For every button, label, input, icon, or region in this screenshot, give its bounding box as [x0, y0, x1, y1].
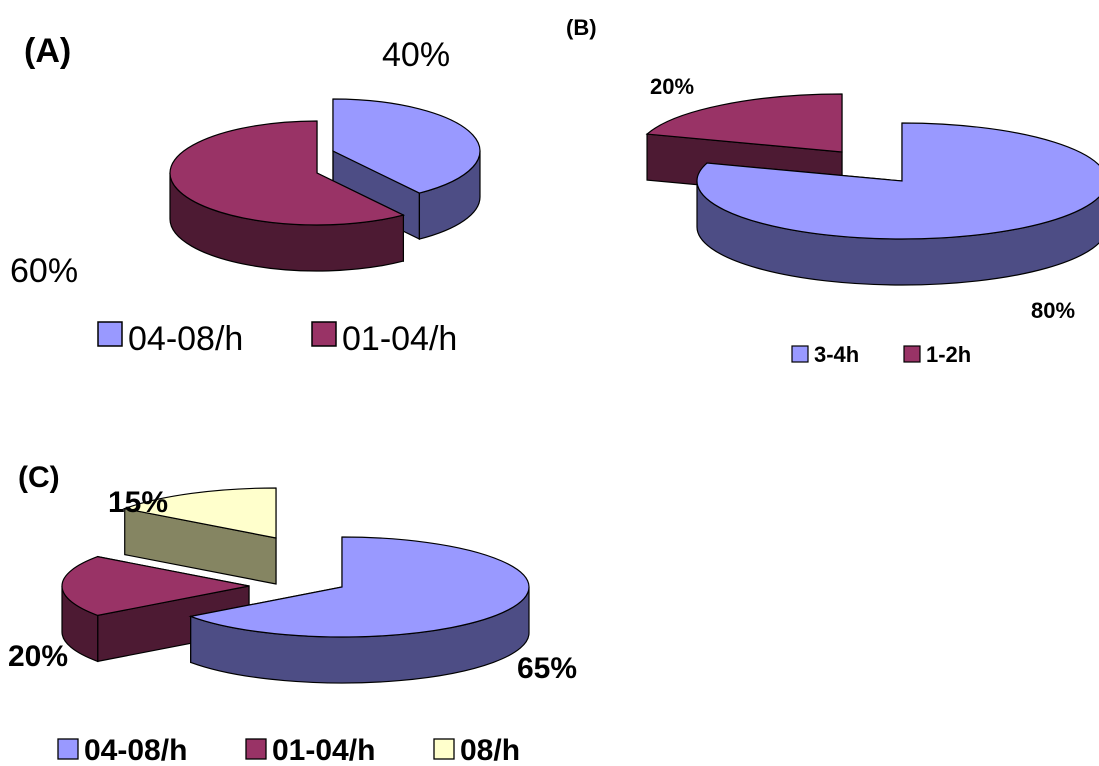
slice-top	[61, 555, 250, 617]
legend-label-a-1: 01-04/h	[342, 320, 457, 358]
legend-b: 3-4h 1-2h	[791, 342, 971, 367]
pie-a	[169, 98, 481, 272]
slice-top	[696, 122, 1099, 240]
slice-top	[332, 98, 481, 194]
data-label-c-0: 65%	[517, 652, 577, 685]
data-label-c-1: 20%	[8, 640, 68, 673]
data-label-a-0: 40%	[382, 36, 450, 74]
chart-c: (C) 65% 20% 15% 04-08/h 01-04/h 08/h	[8, 461, 577, 766]
legend-label-b-1: 1-2h	[926, 342, 971, 367]
slice-top	[169, 120, 406, 226]
pie-slice-08-h	[122, 487, 277, 585]
pie-c	[61, 487, 530, 684]
pie-slice-01-04-h	[169, 120, 406, 272]
slice-top	[122, 487, 277, 539]
pie-b	[645, 93, 1099, 286]
panel-label-a: (A)	[24, 32, 71, 70]
data-label-a-1: 60%	[10, 252, 78, 290]
slice-top	[188, 536, 530, 638]
data-label-b-0: 80%	[1031, 298, 1075, 323]
legend-label-a-0: 04-08/h	[128, 320, 243, 358]
legend-label-b-0: 3-4h	[814, 342, 859, 367]
pie-slice-01-04-h	[61, 555, 250, 663]
legend-swatch-c-0	[57, 738, 79, 760]
legend-swatch-c-1	[245, 738, 267, 760]
legend-swatch-b-0	[791, 345, 809, 363]
legend-swatch-a-1	[311, 321, 337, 347]
slice-top	[645, 93, 843, 153]
chart-b: (B) 80% 20% 3-4h 1-2h	[566, 15, 1099, 367]
legend-label-c-1: 01-04/h	[272, 734, 375, 766]
legend-label-c-2: 08/h	[460, 734, 520, 766]
legend-swatch-a-0	[97, 321, 123, 347]
pie-slice-3-4h	[696, 122, 1099, 286]
chart-a: (A) 40% 60% 04-08/h 01-04/h	[10, 32, 481, 358]
legend-swatch-b-1	[903, 345, 921, 363]
legend-swatch-c-2	[433, 738, 455, 760]
legend-c: 04-08/h 01-04/h 08/h	[57, 734, 520, 766]
legend-label-c-0: 04-08/h	[84, 734, 187, 766]
panel-label-c: (C)	[18, 461, 60, 494]
legend-a: 04-08/h 01-04/h	[97, 320, 457, 358]
data-label-c-2: 15%	[108, 486, 168, 519]
pie-slice-04-08-h	[188, 536, 530, 684]
panel-label-b: (B)	[566, 15, 597, 40]
data-label-b-1: 20%	[650, 74, 694, 99]
